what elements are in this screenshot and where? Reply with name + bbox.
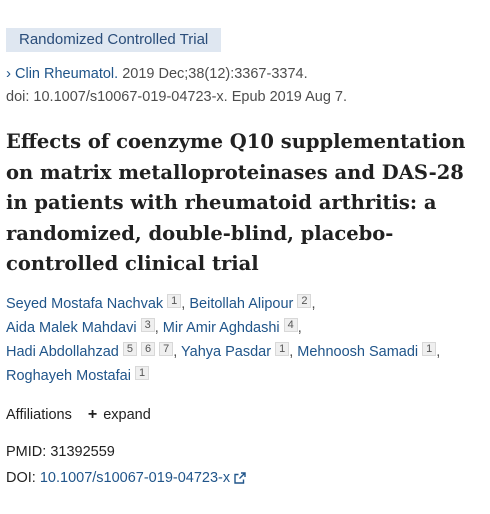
publication-type-badge[interactable]: Randomized Controlled Trial [6, 28, 222, 52]
affiliation-ref[interactable]: 5 [122, 342, 137, 356]
affiliations-label: Affiliations [6, 407, 72, 423]
author-item: Mir Amir Aghdashi 4 [162, 318, 298, 336]
citation-doi-line: doi: 10.1007/s10067-019-04723-x. Epub 20… [6, 89, 348, 105]
pmid-value: 31392559 [50, 444, 115, 460]
author-link[interactable]: Aida Malek Mahdavi [6, 320, 137, 336]
author-item: Aida Malek Mahdavi 3 [6, 318, 155, 336]
authors-line-2: Aida Malek Mahdavi 3, Mir Amir Aghdashi 4, [6, 318, 302, 336]
author-link[interactable]: Roghayeh Mostafai [6, 368, 131, 384]
affiliation-ref[interactable]: 2 [297, 294, 312, 308]
doi-label: DOI: [6, 470, 36, 486]
author-item: Yahya Pasdar 1 [181, 342, 290, 360]
chevron-right-icon[interactable]: › [6, 65, 11, 82]
affiliation-ref[interactable]: 1 [134, 366, 150, 380]
author-link[interactable]: Mehnoosh Samadi [297, 344, 419, 360]
article-title: Effects of coenzyme Q10 supplementation … [6, 130, 466, 275]
plus-icon: + [87, 406, 98, 423]
author-item: Beitollah Alipour 2 [189, 294, 312, 312]
pmid-line: PMID: 31392559 [6, 444, 115, 460]
affiliation-ref[interactable]: 7 [159, 342, 174, 356]
affiliations-toggle[interactable]: Affiliations + expand [6, 406, 151, 424]
affiliation-ref[interactable]: 1 [422, 342, 437, 356]
affiliation-ref[interactable]: 1 [275, 342, 290, 356]
author-link[interactable]: Mir Amir Aghdashi [162, 320, 280, 336]
affiliation-ref[interactable]: 1 [167, 294, 182, 308]
citation-details: 2019 Dec;38(12):3367-3374. [118, 66, 308, 82]
affiliation-ref[interactable]: 6 [141, 342, 156, 356]
author-link[interactable]: Beitollah Alipour [189, 296, 294, 312]
authors-list: Seyed Mostafa Nachvak 1, Beitollah Alipou… [6, 292, 484, 388]
author-item: Mehnoosh Samadi 1 [297, 342, 437, 360]
pmid-label: PMID: [6, 444, 47, 460]
authors-line-3: Hadi Abdollahzad 5 6 7, Yahya Pasdar 1, Mehn… [6, 342, 441, 360]
authors-line-4: Roghayeh Mostafai 1 [6, 364, 484, 388]
doi-line: DOI: 10.1007/s10067-019-04723-x [6, 470, 246, 488]
author-link[interactable]: Seyed Mostafa Nachvak [6, 296, 164, 312]
author-item: Roghayeh Mostafai 1 [6, 366, 150, 384]
author-link[interactable]: Hadi Abdollahzad [6, 344, 119, 360]
author-item: Hadi Abdollahzad 5 6 7 [6, 342, 174, 360]
citation: › Clin Rheumatol. 2019 Dec;38(12):3367-33… [6, 62, 347, 109]
doi-link[interactable]: 10.1007/s10067-019-04723-x [40, 470, 246, 486]
author-link[interactable]: Yahya Pasdar [181, 344, 272, 360]
journal-link[interactable]: Clin Rheumatol. [15, 66, 119, 82]
affiliation-ref[interactable]: 3 [140, 318, 155, 332]
affiliation-ref[interactable]: 4 [283, 318, 298, 332]
author-item: Seyed Mostafa Nachvak 1 [6, 294, 182, 312]
expand-label: expand [103, 407, 151, 423]
expand-button[interactable]: + expand [87, 406, 151, 423]
doi-value: 10.1007/s10067-019-04723-x [39, 470, 231, 486]
external-link-icon [234, 472, 246, 488]
authors-line-1: Seyed Mostafa Nachvak 1, Beitollah Alipou… [6, 294, 316, 312]
